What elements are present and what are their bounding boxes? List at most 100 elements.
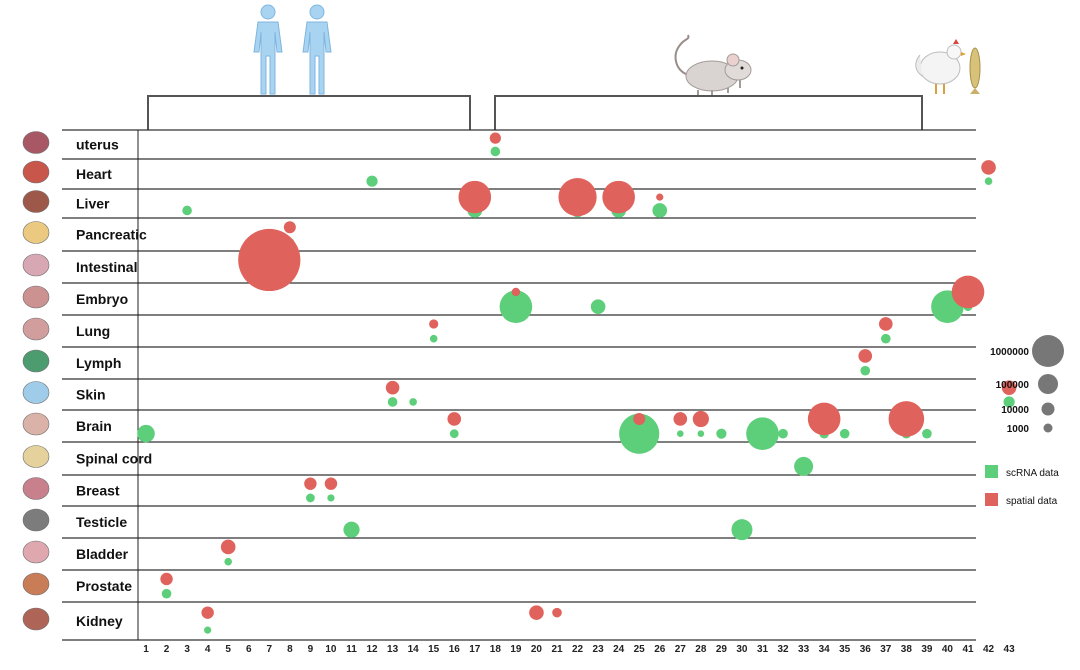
intestine-icon [22, 253, 50, 277]
kidney-icon [22, 607, 50, 631]
size-legend-label: 1000000 [990, 347, 1029, 358]
x-tick-label: 35 [839, 644, 851, 655]
mouse-icon [674, 34, 752, 95]
scrna-bubble [429, 334, 438, 343]
scrna-bubble [778, 428, 788, 439]
bubbles [137, 132, 1017, 634]
x-tick-label: 41 [962, 644, 974, 655]
liver-icon [22, 190, 50, 213]
human-bracket [147, 95, 471, 130]
row-label: Bladder [76, 546, 129, 562]
x-tick-label: 36 [860, 644, 872, 655]
row-label: Liver [76, 196, 110, 212]
x-tick-label: 1 [143, 644, 149, 655]
x-tick-label: 2 [164, 644, 170, 655]
spatial-bubble [220, 539, 236, 555]
x-tick-label: 9 [308, 644, 314, 655]
x-tick-label: 24 [613, 644, 625, 655]
x-tick-label: 16 [449, 644, 461, 655]
row-labels: uterus Heart Liver Pancreatic Intestinal Embr… [22, 131, 152, 631]
x-tick-label: 14 [408, 644, 420, 655]
row-label: Embryo [76, 291, 128, 307]
size-legend-bubble [1043, 423, 1053, 433]
uterus-icon [22, 131, 50, 154]
row-label: Kidney [76, 613, 123, 629]
x-tick-label: 33 [798, 644, 810, 655]
row-label: Skin [76, 387, 106, 403]
scrna-bubble [366, 175, 378, 187]
x-tick-label: 32 [777, 644, 789, 655]
spinal-cord-icon [22, 445, 50, 468]
testicle-icon [22, 508, 50, 532]
scrna-bubble [490, 146, 501, 157]
x-tick-label: 18 [490, 644, 502, 655]
spatial-bubble [633, 412, 646, 425]
scrna-bubble [677, 430, 684, 437]
scrna-bubble [746, 417, 779, 450]
x-tick-label: 19 [510, 644, 522, 655]
spatial-bubble [673, 412, 688, 426]
spatial-bubble [201, 606, 214, 619]
x-tick-label: 38 [901, 644, 913, 655]
spatial-bubble [304, 477, 317, 490]
x-tick-label: 23 [593, 644, 605, 655]
x-tick-label: 15 [428, 644, 440, 655]
x-tick-label: 21 [551, 644, 563, 655]
spatial-bubble [951, 275, 985, 309]
x-tick-label: 25 [634, 644, 646, 655]
x-tick-label: 5 [225, 644, 231, 655]
scrna-bubble [1003, 396, 1015, 408]
scrna-bubble [204, 626, 212, 634]
scrna-bubble [182, 205, 192, 216]
skin-icon [22, 381, 50, 404]
row-label: Heart [76, 166, 112, 182]
size-legend-bubble [1032, 335, 1064, 367]
scrna-bubble [716, 428, 727, 439]
row-label: Intestinal [76, 259, 137, 275]
x-tick-label: 37 [880, 644, 892, 655]
size-legend: 1000000 100000 10000 1000 [990, 335, 1064, 435]
spatial-bubble [429, 319, 439, 329]
pancreas-icon [22, 221, 50, 244]
color-legend: scRNA data spatial data [985, 465, 1059, 507]
scrna-bubble [387, 397, 398, 407]
spatial-bubble [458, 180, 492, 214]
bladder-icon [22, 540, 50, 564]
spatial-bubble [447, 412, 462, 426]
x-tick-label: 11 [346, 644, 357, 655]
spatial-bubble [807, 402, 841, 436]
scrna-bubble [327, 494, 335, 502]
embryo-icon [22, 285, 50, 309]
heart-icon [22, 160, 50, 184]
spatial-bubble [656, 193, 664, 201]
size-legend-bubble [1041, 402, 1055, 416]
x-tick-label: 34 [819, 644, 831, 655]
x-tick-label: 40 [942, 644, 954, 655]
spatial-bubble [692, 410, 709, 428]
x-tick-label: 6 [246, 644, 252, 655]
scrna-bubble [224, 557, 232, 566]
row-label: Breast [76, 483, 120, 499]
x-tick-label: 30 [736, 644, 748, 655]
scrna-bubble [922, 428, 932, 439]
scrna-bubble [590, 299, 606, 314]
size-legend-label: 1000 [1007, 424, 1030, 435]
brain-icon [22, 412, 50, 436]
x-tick-label: 20 [531, 644, 543, 655]
spatial-bubble [879, 317, 893, 331]
spatial-bubble [489, 132, 501, 144]
legend-label: scRNA data [1006, 468, 1059, 479]
scrna-bubble [731, 519, 753, 541]
spatial-bubble [324, 477, 338, 490]
x-tick-label: 17 [469, 644, 481, 655]
spatial-bubble [552, 607, 562, 618]
x-tick-label: 29 [716, 644, 728, 655]
scrna-bubble [839, 428, 850, 439]
x-tick-label: 13 [387, 644, 399, 655]
x-tick-label: 27 [675, 644, 687, 655]
spatial-bubble [888, 401, 925, 437]
spatial-bubble [858, 349, 873, 363]
scrna-bubble [161, 588, 172, 599]
x-tick-label: 8 [287, 644, 293, 655]
